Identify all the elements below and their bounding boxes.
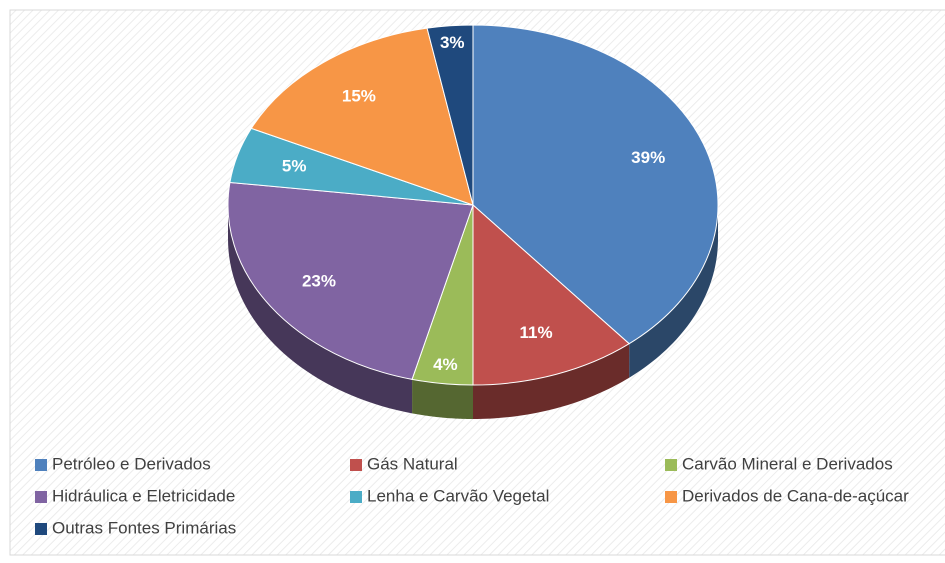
legend-swatch xyxy=(665,459,677,471)
pie-slice xyxy=(426,24,474,206)
legend-label: Carvão Mineral e Derivados xyxy=(682,454,893,473)
legend-label: Petróleo e Derivados xyxy=(52,454,211,473)
data-label: 23% xyxy=(302,271,336,290)
legend-label: Derivados de Cana-de-açúcar xyxy=(682,486,909,505)
legend-swatch xyxy=(35,459,47,471)
legend-label: Outras Fontes Primárias xyxy=(52,518,236,537)
data-label: 39% xyxy=(631,148,665,167)
data-label: 11% xyxy=(520,323,553,342)
legend-label: Lenha e Carvão Vegetal xyxy=(367,486,549,505)
pie-slice xyxy=(472,24,719,345)
pie-slice xyxy=(250,27,474,206)
pie-side xyxy=(473,343,630,419)
pie-slice xyxy=(227,181,474,380)
pie-side xyxy=(228,205,413,414)
data-label: 5% xyxy=(282,156,307,175)
legend-swatch xyxy=(35,523,47,535)
pie-side xyxy=(629,205,718,378)
legend-swatch xyxy=(665,491,677,503)
data-label: 4% xyxy=(433,355,458,374)
legend-swatch xyxy=(350,491,362,503)
legend-label: Gás Natural xyxy=(367,454,458,473)
legend-swatch xyxy=(350,459,362,471)
legend-swatch xyxy=(35,491,47,503)
data-label: 3% xyxy=(440,33,465,52)
data-label: 15% xyxy=(342,86,376,105)
legend-label: Hidráulica e Eletricidade xyxy=(52,486,235,505)
pie-slice xyxy=(472,203,631,386)
pie-side xyxy=(412,379,473,419)
